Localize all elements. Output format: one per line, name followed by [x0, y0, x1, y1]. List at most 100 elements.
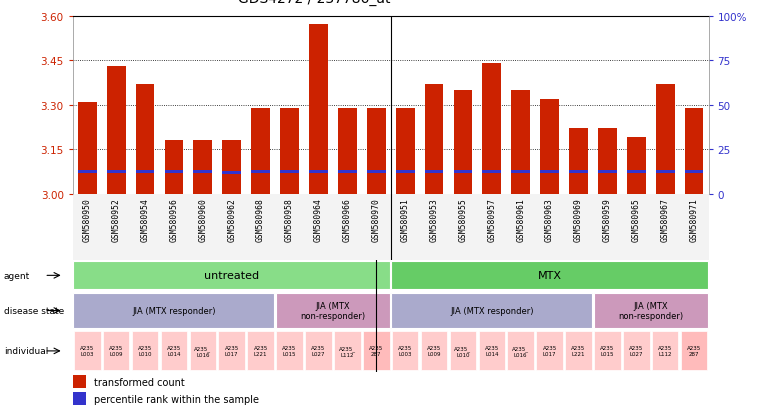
- Bar: [78, 171, 97, 173]
- Bar: [565, 332, 592, 370]
- Text: GSM580969: GSM580969: [574, 197, 583, 241]
- Text: A235
L003: A235 L003: [398, 346, 412, 356]
- Bar: [246, 194, 275, 260]
- Bar: [222, 141, 241, 194]
- Bar: [483, 170, 501, 173]
- Bar: [338, 108, 357, 194]
- Text: A235
L015: A235 L015: [601, 346, 614, 356]
- Text: GSM580951: GSM580951: [401, 197, 410, 241]
- Bar: [136, 85, 155, 194]
- Bar: [73, 375, 86, 388]
- Text: individual: individual: [4, 347, 48, 356]
- Text: GSM580965: GSM580965: [632, 197, 641, 241]
- Text: GSM580956: GSM580956: [169, 197, 178, 241]
- Bar: [165, 141, 183, 194]
- Bar: [251, 171, 270, 173]
- Bar: [685, 108, 703, 194]
- Text: agent: agent: [4, 271, 30, 280]
- Bar: [73, 194, 102, 260]
- Text: A235
L112: A235 L112: [658, 346, 673, 356]
- Text: GSM580960: GSM580960: [198, 197, 208, 241]
- Text: A235_
L112: A235_ L112: [339, 345, 356, 357]
- Bar: [420, 194, 448, 260]
- Text: GSM580952: GSM580952: [112, 197, 120, 241]
- Bar: [569, 171, 588, 174]
- Text: GSM580957: GSM580957: [487, 197, 496, 241]
- Bar: [391, 293, 592, 328]
- Text: MTX: MTX: [538, 271, 561, 281]
- Bar: [396, 108, 414, 194]
- Bar: [598, 171, 617, 174]
- Bar: [594, 332, 620, 370]
- Text: transformed count: transformed count: [93, 377, 185, 387]
- Text: GDS4272 / 237786_at: GDS4272 / 237786_at: [238, 0, 391, 6]
- Bar: [652, 332, 679, 370]
- Text: GSM580968: GSM580968: [256, 197, 265, 241]
- Bar: [450, 332, 476, 370]
- Bar: [161, 332, 187, 370]
- Bar: [540, 100, 559, 194]
- Bar: [623, 332, 650, 370]
- Text: JIA (MTX responder): JIA (MTX responder): [450, 306, 534, 315]
- Bar: [132, 332, 159, 370]
- Bar: [627, 171, 646, 174]
- Text: JIA (MTX responder): JIA (MTX responder): [133, 306, 216, 315]
- Bar: [679, 194, 709, 260]
- Bar: [535, 194, 564, 260]
- Text: GSM580958: GSM580958: [285, 197, 294, 241]
- Bar: [188, 194, 218, 260]
- Text: GSM580971: GSM580971: [689, 197, 699, 241]
- Bar: [106, 67, 126, 194]
- Bar: [103, 332, 129, 370]
- Text: GSM580967: GSM580967: [661, 197, 669, 241]
- Bar: [598, 129, 617, 194]
- Text: A235
L014: A235 L014: [485, 346, 499, 356]
- Bar: [74, 332, 100, 370]
- Bar: [275, 194, 304, 260]
- Bar: [392, 332, 418, 370]
- Text: A235
L017: A235 L017: [542, 346, 557, 356]
- Text: A235
L010: A235 L010: [138, 346, 152, 356]
- Bar: [247, 332, 274, 370]
- Bar: [222, 171, 241, 174]
- Bar: [540, 171, 559, 173]
- Bar: [73, 392, 86, 405]
- Bar: [136, 171, 155, 173]
- Text: A235
287: A235 287: [369, 346, 383, 356]
- Bar: [656, 85, 675, 194]
- Text: GSM580964: GSM580964: [314, 197, 323, 241]
- Bar: [681, 332, 707, 370]
- Text: A235
L027: A235 L027: [311, 346, 326, 356]
- Bar: [280, 108, 299, 194]
- Bar: [593, 194, 622, 260]
- Bar: [338, 171, 357, 173]
- Bar: [453, 171, 473, 173]
- Bar: [391, 262, 708, 290]
- Text: GSM580950: GSM580950: [83, 197, 92, 241]
- Bar: [479, 332, 505, 370]
- Text: GSM580959: GSM580959: [603, 197, 612, 241]
- Text: A235
L009: A235 L009: [427, 346, 441, 356]
- Text: A235
L027: A235 L027: [629, 346, 643, 356]
- Bar: [218, 194, 246, 260]
- Bar: [564, 194, 593, 260]
- Text: A235
L014: A235 L014: [167, 346, 181, 356]
- Bar: [189, 332, 216, 370]
- Bar: [448, 194, 477, 260]
- Text: A235
L015: A235 L015: [283, 346, 296, 356]
- Bar: [651, 194, 679, 260]
- Bar: [78, 102, 97, 194]
- Bar: [194, 171, 212, 173]
- Bar: [367, 108, 385, 194]
- Bar: [506, 194, 535, 260]
- Bar: [656, 171, 675, 173]
- Text: A235
287: A235 287: [687, 346, 701, 356]
- Bar: [102, 194, 130, 260]
- Bar: [421, 332, 447, 370]
- Text: GSM580955: GSM580955: [458, 197, 467, 241]
- Bar: [622, 194, 651, 260]
- Bar: [391, 194, 420, 260]
- Text: A235
L003: A235 L003: [80, 346, 94, 356]
- Bar: [424, 171, 444, 173]
- Bar: [367, 171, 385, 173]
